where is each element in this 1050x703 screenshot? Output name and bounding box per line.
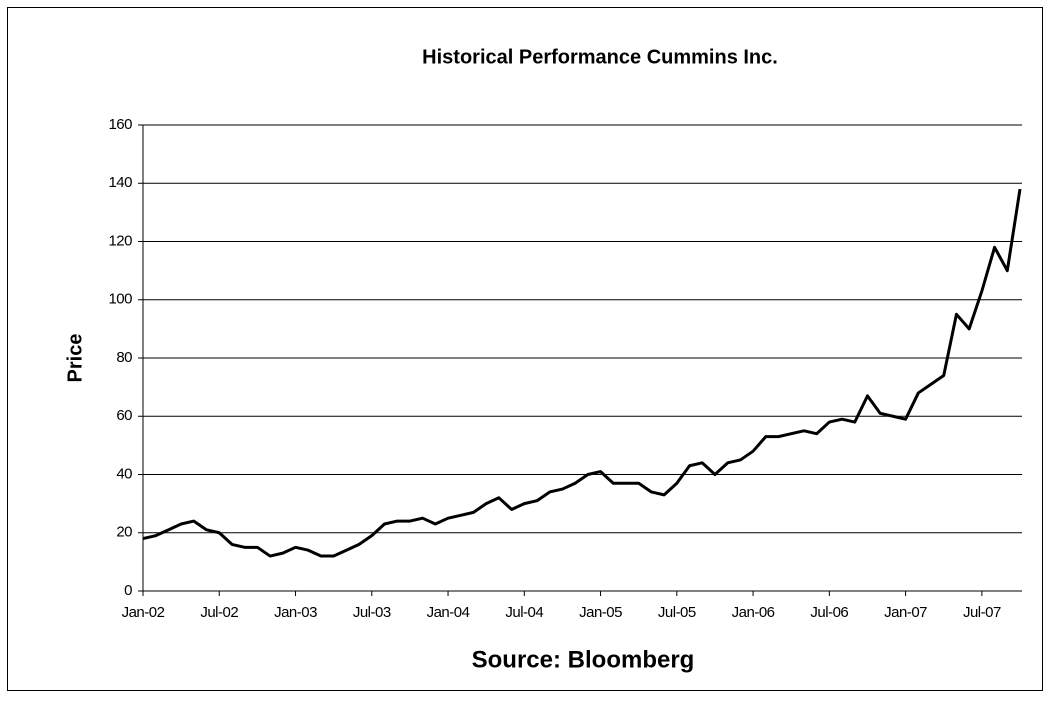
y-tick-label: 100 <box>108 291 132 308</box>
x-tick-label: Jul-07 <box>963 604 1001 621</box>
x-tick-label: Jan-07 <box>884 604 927 621</box>
price-line <box>142 188 1022 558</box>
y-tick-label: 140 <box>108 174 132 191</box>
x-tick-label: Jul-06 <box>810 604 848 621</box>
x-tick-label: Jul-04 <box>505 604 543 621</box>
y-tick-label: 20 <box>116 524 132 541</box>
x-tick-label: Jan-03 <box>274 604 317 621</box>
x-tick-label: Jan-06 <box>732 604 775 621</box>
x-tick-label: Jul-02 <box>200 604 238 621</box>
y-tick-label: 160 <box>108 116 132 133</box>
chart-frame <box>7 7 1043 691</box>
x-tick-label: Jan-05 <box>579 604 622 621</box>
y-tick-label: 120 <box>108 232 132 249</box>
x-tick-label: Jul-03 <box>353 604 391 621</box>
y-axis-title: Price <box>64 334 86 383</box>
y-tick-label: 40 <box>116 465 132 482</box>
x-tick-label: Jul-05 <box>658 604 696 621</box>
x-tick-label: Jan-04 <box>427 604 470 621</box>
y-tick-label: 60 <box>116 407 132 424</box>
y-tick-label: 80 <box>116 349 132 366</box>
x-tick-label: Jan-02 <box>122 604 165 621</box>
x-axis-title: Source: Bloomberg <box>472 646 695 673</box>
y-tick-label: 0 <box>124 582 132 599</box>
chart-title: Historical Performance Cummins Inc. <box>422 46 778 68</box>
